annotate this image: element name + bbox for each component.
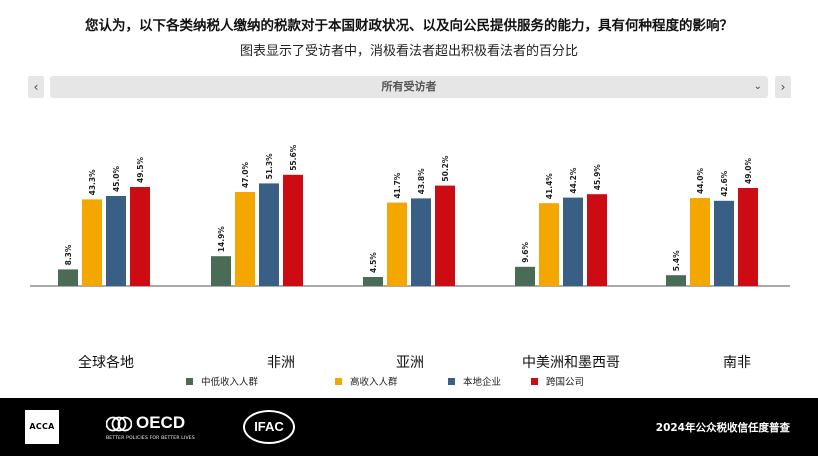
bar — [411, 198, 431, 286]
bar-value-label: 45.0% — [112, 165, 121, 192]
bar — [738, 188, 758, 286]
legend-swatch — [448, 377, 455, 385]
acca-logo: ACCA — [25, 410, 59, 444]
respondent-selector[interactable]: 所有受访者 ⌄ — [50, 76, 768, 98]
legend-item: 跨国公司 — [531, 374, 584, 388]
bar-value-label: 50.2% — [441, 155, 450, 182]
bar — [690, 198, 710, 286]
legend-label: 中低收入人群 — [201, 377, 259, 388]
category-label: 亚洲 — [396, 355, 424, 370]
ifac-logo: IFAC — [243, 410, 295, 444]
chevron-down-icon: ⌄ — [753, 81, 762, 92]
legend-label: 本地企业 — [463, 377, 502, 388]
bar — [666, 275, 686, 286]
bar — [515, 266, 535, 286]
oecd-logo: OECD BETTER POLICIES FOR BETTER LIVES — [106, 411, 202, 443]
bar-value-label: 49.0% — [744, 157, 753, 184]
bar — [211, 256, 231, 286]
bar-value-label: 8.3% — [64, 244, 73, 265]
bar — [587, 194, 607, 286]
previous-button[interactable]: ‹ — [28, 76, 44, 98]
bar — [387, 202, 407, 286]
legend-swatch — [186, 377, 193, 385]
legend-item: 本地企业 — [448, 374, 501, 388]
bar-value-label: 41.7% — [393, 172, 402, 199]
bar-value-label: 55.6% — [289, 144, 298, 171]
bar-value-label: 44.2% — [569, 167, 578, 194]
chart-legend: 中低收入人群 高收入人群 本地企业 跨国公司 — [0, 374, 818, 388]
bar — [106, 196, 126, 286]
category-label: 南非 — [723, 355, 751, 370]
legend-item: 高收入人群 — [335, 374, 398, 388]
bar-value-label: 42.6% — [720, 170, 729, 197]
bar — [563, 197, 583, 286]
bar — [435, 185, 455, 286]
category-label: 全球各地 — [78, 354, 134, 370]
bar — [363, 277, 383, 286]
bar — [259, 183, 279, 286]
bar — [82, 199, 102, 286]
bar — [58, 269, 78, 286]
category-label: 非洲 — [267, 355, 295, 370]
category-label: 中美洲和墨西哥 — [522, 355, 620, 370]
chart-title: 您认为，以下各类纳税人缴纳的税款对于本国财政状况、以及向公民提供服务的能力，具有… — [85, 18, 733, 34]
bar-value-label: 49.5% — [136, 156, 145, 183]
bar — [283, 174, 303, 286]
legend-item: 中低收入人群 — [186, 374, 258, 388]
selector-value: 所有受访者 — [381, 80, 437, 93]
bar-value-label: 41.4% — [545, 173, 554, 200]
bar-value-label: 44.0% — [696, 167, 705, 194]
bar-value-label: 9.6% — [521, 242, 530, 263]
bar — [539, 203, 559, 286]
footer-bar: ACCA OECD BETTER POLICIES FOR BETTER LIV… — [0, 398, 818, 456]
bar-value-label: 43.8% — [417, 168, 426, 195]
oecd-wordmark: OECD — [136, 413, 186, 432]
next-button[interactable]: › — [775, 76, 791, 98]
oecd-tagline: BETTER POLICIES FOR BETTER LIVES — [106, 436, 195, 441]
bar-value-label: 51.3% — [265, 153, 274, 180]
bar-value-label: 45.9% — [593, 164, 602, 191]
bar-value-label: 5.4% — [672, 250, 681, 271]
oecd-circles-icon — [106, 416, 132, 432]
legend-label: 跨国公司 — [546, 377, 585, 388]
bar — [714, 200, 734, 286]
bar-value-label: 47.0% — [241, 161, 250, 188]
legend-label: 高收入人群 — [350, 377, 398, 388]
chart-subtitle: 图表显示了受访者中，消极看法者超出积极看法者的百分比 — [239, 44, 578, 59]
report-title: 2024年公众税收信任度普查 — [655, 422, 790, 434]
bar-value-label: 14.9% — [217, 226, 226, 253]
legend-swatch — [335, 377, 342, 385]
bar-value-label: 4.5% — [369, 252, 378, 273]
bar-chart: 8.3% 43.3% 45.0% 49.5% 全球各地 14.9% 47.0% 51.3% 55… — [30, 144, 790, 370]
legend-swatch — [531, 377, 538, 385]
bar — [235, 192, 255, 286]
bar — [130, 187, 150, 286]
bar-value-label: 43.3% — [88, 169, 97, 196]
